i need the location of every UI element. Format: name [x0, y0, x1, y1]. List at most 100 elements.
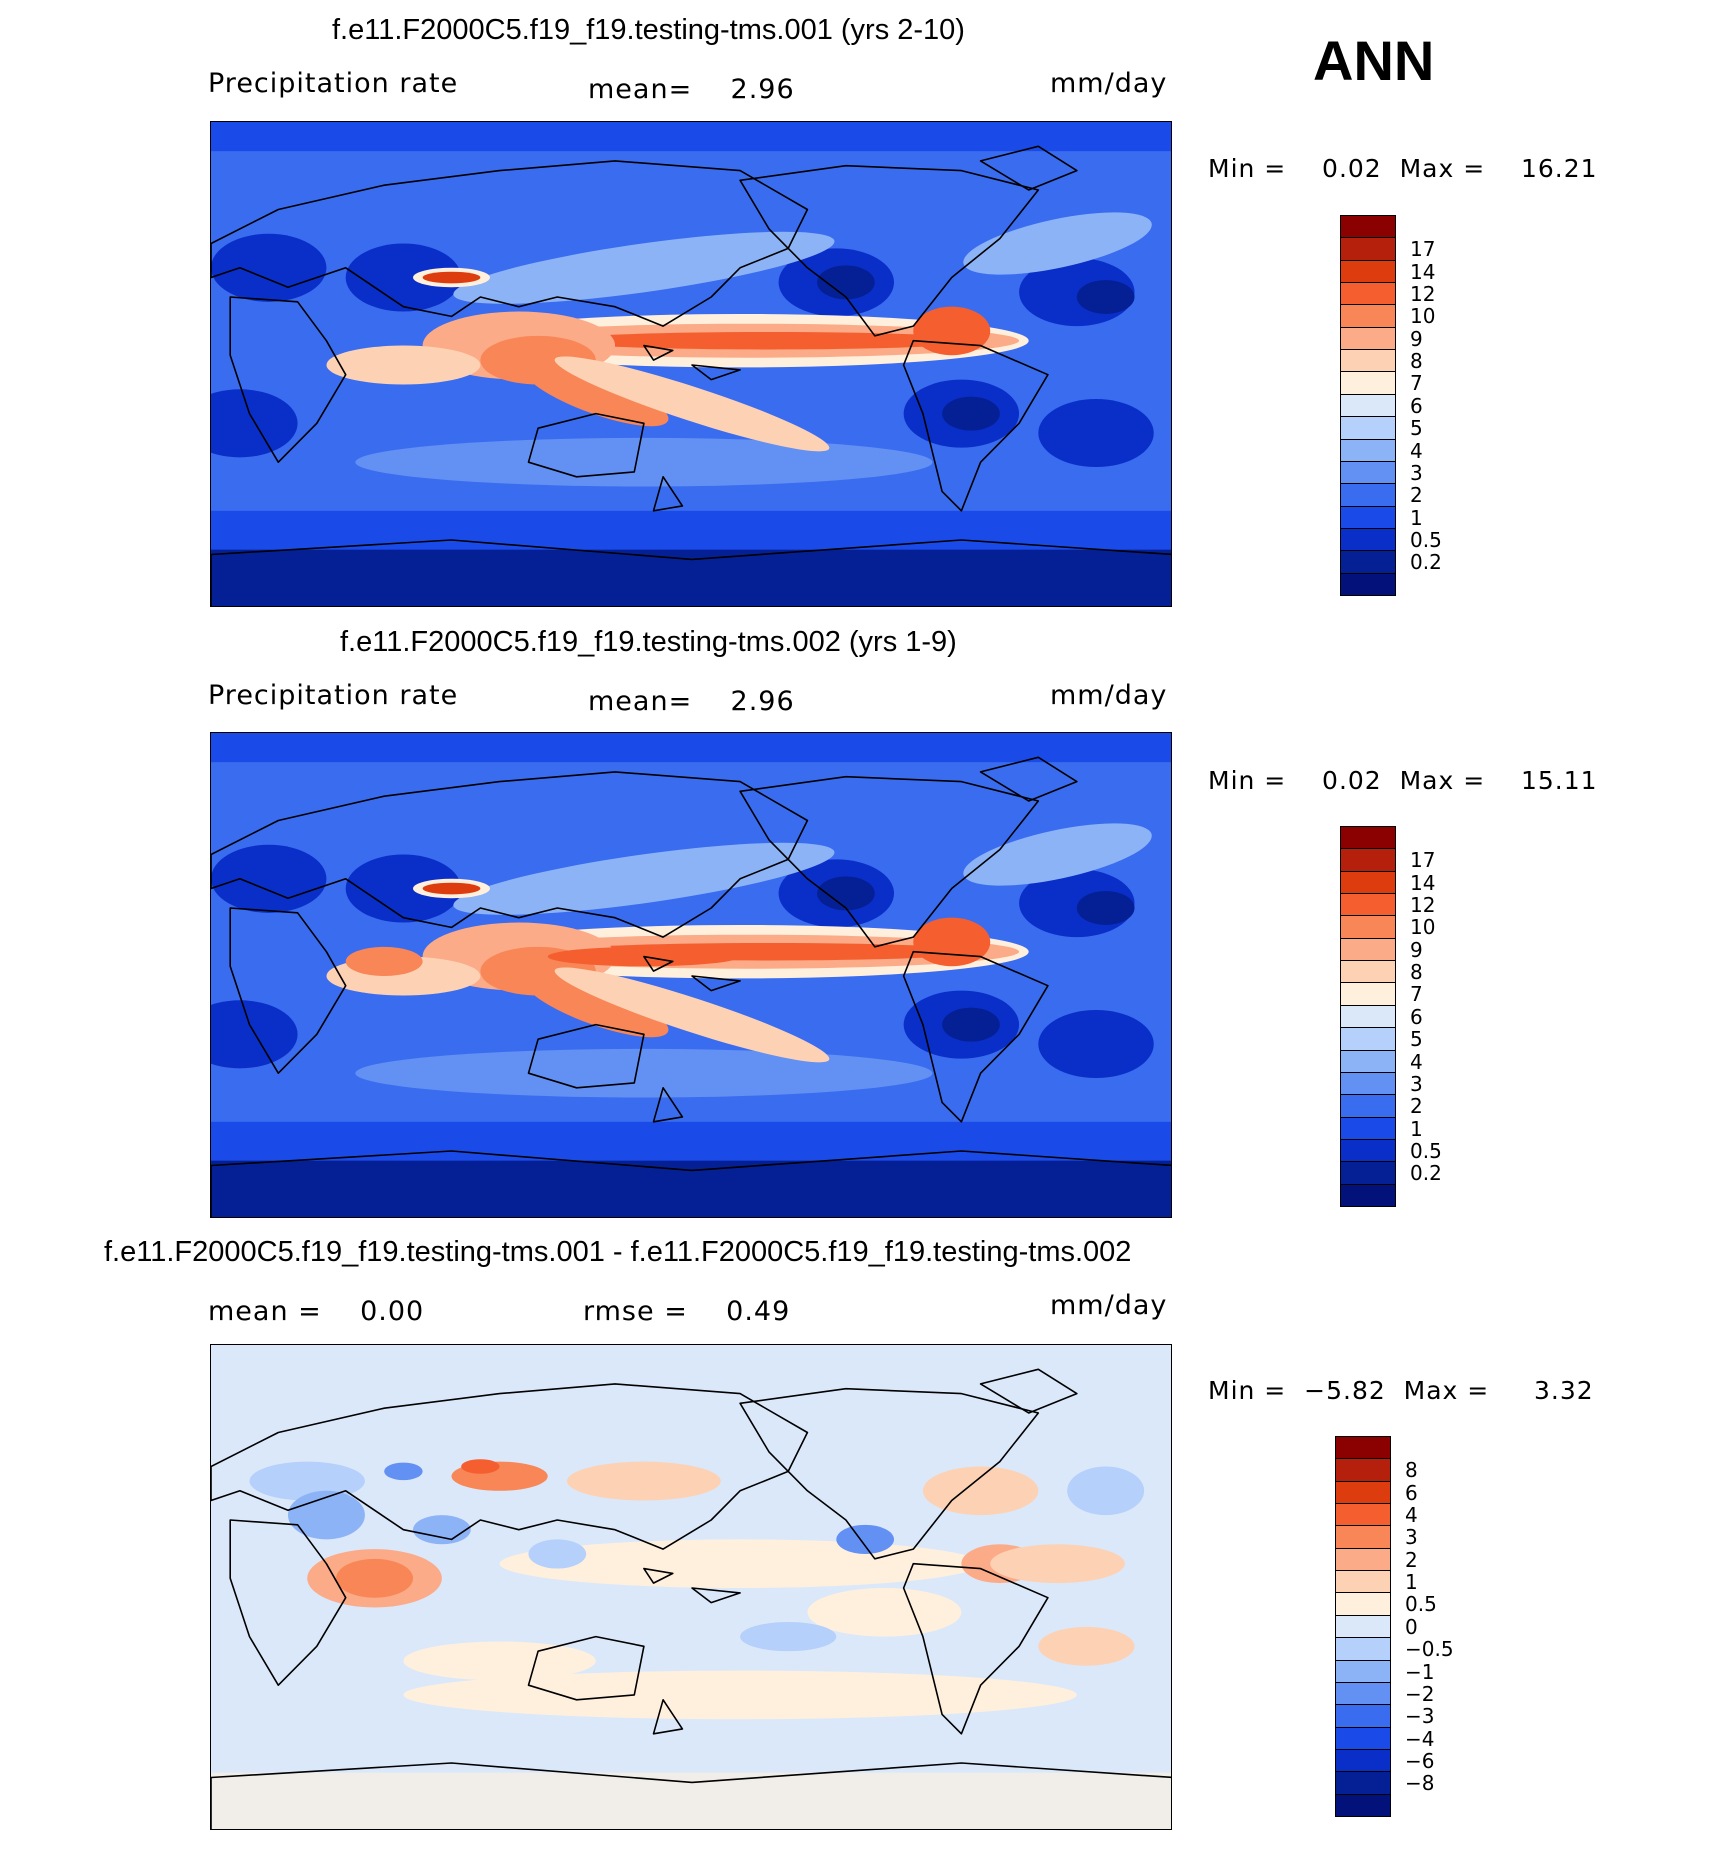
panel-2-title: f.e11.F2000C5.f19_f19.testing-tms.002 (y…: [340, 626, 957, 658]
colorbar-swatch: [1335, 1503, 1391, 1527]
colorbar-label: 17: [1410, 848, 1436, 873]
colorbar-swatch: [1335, 1570, 1391, 1594]
colorbar-label: 4: [1410, 438, 1423, 463]
colorbar-swatch: [1340, 259, 1396, 284]
colorbar-label: 2: [1410, 1094, 1423, 1119]
colorbar-swatch: [1340, 960, 1396, 984]
colorbar-swatch: [1335, 1547, 1391, 1572]
colorbar-swatch: [1335, 1726, 1391, 1750]
panel-1-map: [210, 121, 1172, 607]
colorbar-swatch: [1340, 215, 1396, 239]
colorbar-label: 0.5: [1410, 527, 1442, 552]
colorbar-swatch: [1335, 1637, 1391, 1661]
colorbar-label: 2: [1410, 483, 1423, 508]
colorbar-label: 1: [1410, 505, 1423, 530]
colorbar-swatch: [1340, 1116, 1396, 1140]
colorbar-swatch: [1340, 438, 1396, 462]
colorbar-swatch: [1340, 1004, 1396, 1029]
colorbar-label: 8: [1405, 1458, 1418, 1483]
colorbar-swatch: [1335, 1659, 1391, 1683]
colorbar-swatch: [1340, 848, 1396, 872]
colorbar-swatch: [1340, 1027, 1396, 1051]
colorbar-swatch: [1335, 1458, 1391, 1482]
panel-2-colorbar: 17 14 12 10 9 8 7 6 5 4 3 2 1 0.5 0.2: [1340, 826, 1480, 1207]
colorbar-label: −3: [1405, 1704, 1435, 1729]
colorbar-label: −6: [1405, 1748, 1435, 1773]
colorbar-swatch: [1340, 460, 1396, 485]
colorbar-swatch: [1335, 1793, 1391, 1817]
map-field: [211, 733, 1171, 1217]
colorbar-label: −0.5: [1405, 1637, 1454, 1662]
colorbar-label: 1: [1405, 1570, 1418, 1595]
panel-3-map: [210, 1344, 1172, 1830]
colorbar-label: 0.2: [1410, 1161, 1442, 1186]
colorbar-swatch: [1340, 282, 1396, 306]
colorbar-label: 7: [1410, 982, 1423, 1007]
colorbar-swatch: [1340, 483, 1396, 507]
colorbar-swatch: [1340, 1094, 1396, 1118]
panel-2-map: [210, 732, 1172, 1218]
colorbar-label: −4: [1405, 1726, 1435, 1751]
colorbar-swatch: [1340, 1138, 1396, 1163]
colorbar-swatch: [1340, 416, 1396, 440]
colorbar-label: 0.5: [1410, 1138, 1442, 1163]
colorbar-swatch: [1335, 1681, 1391, 1706]
colorbar-swatch: [1340, 572, 1396, 596]
panel-2-minmax: Min = 0.02 Max = 15.11: [1208, 766, 1598, 795]
panel-3-mean: mean = 0.00: [208, 1296, 425, 1327]
colorbar-swatch: [1335, 1771, 1391, 1795]
colorbar-label: −1: [1405, 1659, 1435, 1684]
colorbar-swatch: [1340, 937, 1396, 962]
colorbar-swatch: [1340, 393, 1396, 418]
colorbar-label: 3: [1410, 1071, 1423, 1096]
colorbar-label: 8: [1410, 349, 1423, 374]
panel-2-units: mm/day: [1050, 680, 1168, 711]
panel-1-title: f.e11.F2000C5.f19_f19.testing-tms.001 (y…: [332, 14, 965, 46]
map-field: [211, 1345, 1171, 1829]
colorbar-label: 8: [1410, 960, 1423, 985]
colorbar-label: 6: [1410, 393, 1423, 418]
colorbar-swatch: [1340, 1049, 1396, 1073]
season-label: ANN: [1313, 29, 1435, 92]
colorbar-swatch: [1340, 527, 1396, 552]
colorbar-label: 6: [1405, 1480, 1418, 1505]
colorbar-swatch: [1340, 1071, 1396, 1096]
colorbar-swatch: [1340, 326, 1396, 351]
colorbar-swatch: [1335, 1614, 1391, 1639]
panel-2-variable-label: Precipitation rate: [208, 680, 459, 711]
colorbar-label: 0.5: [1405, 1592, 1437, 1617]
colorbar-swatch: [1340, 893, 1396, 917]
colorbar-label: 12: [1410, 282, 1436, 307]
panel-1-variable-label: Precipitation rate: [208, 68, 459, 99]
panel-1-colorbar: 17 14 12 10 9 8 7 6 5 4 3 2 1 0.5 0.2: [1340, 215, 1480, 596]
colorbar-label: 12: [1410, 893, 1436, 918]
panel-3-rmse: rmse = 0.49: [583, 1296, 791, 1327]
panel-2-mean: mean= 2.96: [588, 686, 795, 717]
colorbar-label: 0.2: [1410, 550, 1442, 575]
colorbar-swatch: [1340, 304, 1396, 328]
colorbar-label: 4: [1410, 1049, 1423, 1074]
colorbar-swatch: [1340, 237, 1396, 261]
colorbar-swatch: [1340, 371, 1396, 395]
panel-3-units: mm/day: [1050, 1290, 1168, 1321]
colorbar-swatch: [1340, 1161, 1396, 1185]
colorbar-label: 7: [1410, 371, 1423, 396]
panel-1-mean: mean= 2.96: [588, 74, 795, 105]
colorbar-label: 0: [1405, 1614, 1418, 1639]
colorbar-swatch: [1335, 1480, 1391, 1505]
colorbar-swatch: [1340, 915, 1396, 939]
panel-1-minmax: Min = 0.02 Max = 16.21: [1208, 154, 1598, 183]
colorbar-swatch: [1335, 1592, 1391, 1616]
colorbar-swatch: [1335, 1436, 1391, 1460]
colorbar-label: −2: [1405, 1681, 1435, 1706]
colorbar-swatch: [1335, 1748, 1391, 1773]
colorbar-label: 6: [1410, 1004, 1423, 1029]
colorbar-label: 5: [1410, 1027, 1423, 1052]
panel-3-title: f.e11.F2000C5.f19_f19.testing-tms.001 - …: [104, 1236, 1132, 1268]
colorbar-swatch: [1335, 1704, 1391, 1728]
panel-1-units: mm/day: [1050, 68, 1168, 99]
colorbar-swatch: [1340, 349, 1396, 373]
colorbar-label: 9: [1410, 326, 1423, 351]
colorbar-swatch: [1340, 505, 1396, 529]
colorbar-swatch: [1340, 550, 1396, 574]
